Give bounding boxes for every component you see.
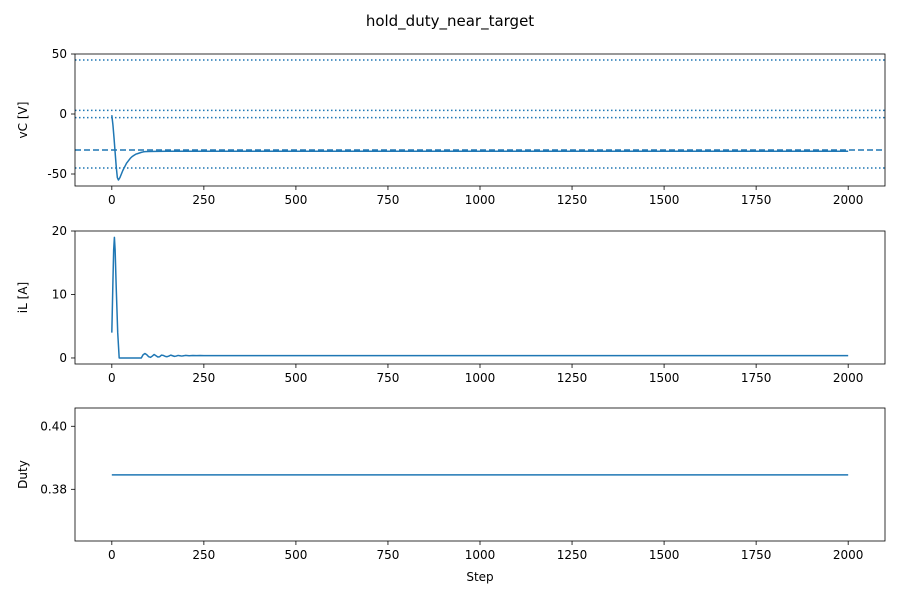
x-tick-label: 250 [192,548,215,562]
y-tick-label: 20 [52,224,67,238]
subplot-3: 0 250 500 750 1000 1250 1500 1750 2000 0.38 0.40 Du… [16,407,886,584]
x-tick-label: 2000 [833,193,864,207]
x-tick-label: 0 [108,193,116,207]
x-tick-label: 1000 [465,371,496,385]
x-tick-label: 1000 [465,193,496,207]
x-axis-label: Step [466,570,493,584]
series-line-1 [111,115,849,181]
x-tick-label: 750 [377,371,400,385]
x-tick-label: 1500 [649,193,680,207]
y-tick-label: 0.38 [40,482,67,496]
y-axis-label: vC [V] [16,102,30,139]
x-tick-label: 1750 [741,193,772,207]
y-tick-label: -50 [47,167,67,181]
x-tick-label: 500 [284,371,307,385]
figure-title: hold_duty_near_target [366,12,534,31]
x-tick-label: 0 [108,371,116,385]
x-tick-label: 1750 [741,371,772,385]
x-tick-label: 1000 [465,548,496,562]
x-tick-label: 750 [377,548,400,562]
y-tick-label: 0 [59,107,67,121]
x-tick-label: 2000 [833,371,864,385]
y-tick-label: 0.40 [40,419,67,433]
y-axis-label: Duty [16,460,30,489]
subplot-2: 0 250 500 750 1000 1250 1500 1750 2000 0 10 20 iL [A… [16,224,886,385]
x-tick-label: 0 [108,548,116,562]
series-line-1 [111,236,849,359]
x-tick-label: 1500 [649,548,680,562]
x-tick-label: 1750 [741,548,772,562]
x-tick-label: 500 [284,193,307,207]
x-tick-label: 250 [192,193,215,207]
y-axis-label: iL [A] [16,282,30,313]
y-tick-label: 10 [52,287,67,301]
subplot-1: 0 250 500 750 1000 1250 1500 1750 2000 -50 0 50 vC [… [16,47,886,207]
x-tick-label: 1500 [649,371,680,385]
x-tick-label: 1250 [557,193,588,207]
x-tick-label: 1250 [557,548,588,562]
x-tick-label: 750 [377,193,400,207]
y-tick-label: 0 [59,351,67,365]
y-tick-label: 50 [52,47,67,61]
x-tick-label: 250 [192,371,215,385]
x-tick-label: 500 [284,548,307,562]
x-tick-label: 2000 [833,548,864,562]
x-tick-label: 1250 [557,371,588,385]
